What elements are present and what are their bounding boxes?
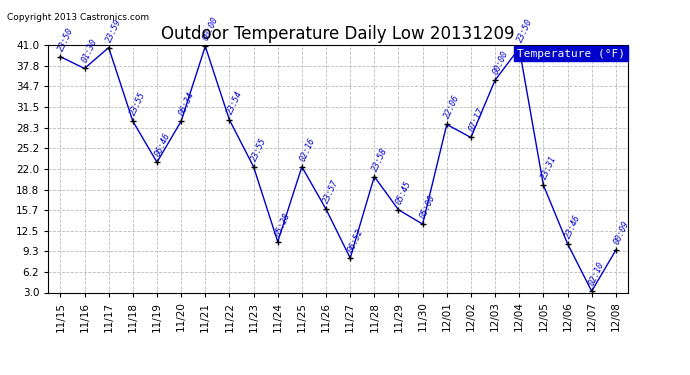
Text: 23:59: 23:59 xyxy=(105,17,124,44)
Text: 00:00: 00:00 xyxy=(201,16,220,42)
Text: 23:31: 23:31 xyxy=(540,154,558,181)
Text: 06:52: 06:52 xyxy=(346,227,365,254)
Text: 05:00: 05:00 xyxy=(419,194,437,220)
Text: 23:55: 23:55 xyxy=(129,91,148,117)
Text: 00:09: 00:09 xyxy=(612,219,631,246)
Text: 23:58: 23:58 xyxy=(371,146,389,172)
Text: 23:57: 23:57 xyxy=(322,178,341,205)
Text: 22:06: 22:06 xyxy=(443,94,462,120)
Text: 06:46: 06:46 xyxy=(153,132,172,158)
Title: Outdoor Temperature Daily Low 20131209: Outdoor Temperature Daily Low 20131209 xyxy=(161,26,515,44)
Text: 05:28: 05:28 xyxy=(274,211,293,237)
Text: 00:00: 00:00 xyxy=(491,50,510,76)
Text: 02:16: 02:16 xyxy=(298,136,317,163)
Text: 23:50: 23:50 xyxy=(515,18,534,44)
Text: 07:17: 07:17 xyxy=(467,107,486,134)
Text: 06:34: 06:34 xyxy=(177,91,196,117)
Text: 01:30: 01:30 xyxy=(81,38,99,64)
Text: Temperature (°F): Temperature (°F) xyxy=(517,49,625,59)
Text: 23:46: 23:46 xyxy=(564,213,582,240)
Text: 23:50: 23:50 xyxy=(57,26,75,53)
Text: 02:10: 02:10 xyxy=(588,261,607,287)
Text: 23:55: 23:55 xyxy=(250,136,268,163)
Text: 05:45: 05:45 xyxy=(395,179,413,206)
Text: Copyright 2013 Castronics.com: Copyright 2013 Castronics.com xyxy=(7,13,149,22)
Text: 23:54: 23:54 xyxy=(226,89,244,116)
